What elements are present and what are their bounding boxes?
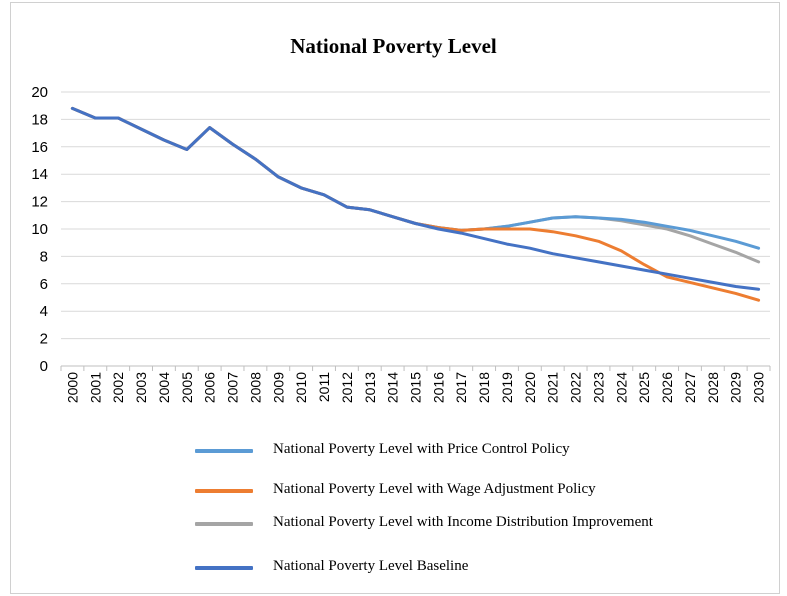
legend-swatch [195,566,253,570]
x-tick-label: 2002 [110,372,126,403]
y-tick-label: 0 [40,358,48,375]
x-tick-label: 2009 [270,372,286,403]
legend-label: National Poverty Level with Price Contro… [273,441,570,457]
legend-swatch [195,522,253,526]
x-tick-label: 2012 [339,372,355,403]
y-tick-label: 12 [31,194,48,211]
x-tick-label: 2028 [705,372,721,403]
y-tick-label: 14 [31,166,48,183]
y-tick-label: 16 [31,139,48,156]
legend-label: National Poverty Level with Income Distr… [273,514,653,530]
y-tick-label: 4 [40,303,48,320]
x-tick-label: 2016 [430,372,446,403]
x-tick-label: 2001 [87,372,103,403]
legend-label: National Poverty Level with Wage Adjustm… [273,481,596,497]
x-tick-label: 2020 [522,372,538,403]
x-tick-label: 2013 [362,372,378,403]
x-tick-label: 2027 [682,372,698,403]
legend-label: National Poverty Level Baseline [273,558,469,574]
y-tick-label: 18 [31,111,48,128]
x-tick-label: 2030 [751,372,767,403]
x-tick-label: 2024 [613,372,629,403]
chart-frame [10,2,780,594]
x-tick-label: 2011 [316,372,332,402]
gridlines [61,91,770,340]
legend-swatch [195,489,253,493]
x-tick-label: 2019 [499,372,515,403]
x-tick-label: 2014 [385,372,401,403]
y-tick-label: 8 [40,248,48,265]
x-tick-label: 2003 [133,372,149,403]
x-tick-label: 2010 [293,372,309,403]
x-tick-label: 2017 [453,372,469,403]
legend-swatch [195,449,253,453]
x-tick-label: 2005 [179,372,195,403]
y-tick-label: 20 [31,84,48,101]
x-tick-label: 2025 [636,372,652,403]
x-axis-ticks: 2000 2001 2002 2003 2004 2005 2006 2007 2008 2009… [64,372,766,403]
x-tick-label: 2029 [728,372,744,403]
x-tick-label: 2022 [568,372,584,403]
series-line [70,106,761,291]
chart-title: National Poverty Level [290,34,497,58]
x-tick-label: 2006 [202,372,218,403]
x-tick-label: 2004 [156,372,172,403]
x-tick-label: 2015 [408,372,424,403]
x-tick-label: 2000 [64,372,80,403]
y-tick-label: 10 [31,221,48,238]
x-tick-label: 2023 [590,372,606,403]
y-axis-ticks: 0 2 4 6 8 10 12 14 16 18 20 [31,84,48,375]
series-line [70,106,761,264]
y-tick-label: 2 [40,331,48,348]
x-tick-label: 2021 [545,372,561,403]
x-tick-label: 2026 [659,372,675,403]
x-axis-tick-marks [60,366,771,371]
y-tick-label: 6 [40,276,48,293]
x-tick-label: 2007 [225,372,241,403]
series-lines [70,106,761,302]
x-tick-label: 2008 [247,372,263,403]
x-tick-label: 2018 [476,372,492,403]
